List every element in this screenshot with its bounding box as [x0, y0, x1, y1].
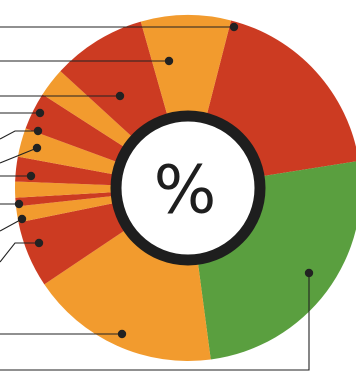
percent-symbol: % — [154, 152, 217, 229]
pie-slice-13 — [140, 15, 232, 189]
center-hole — [110, 110, 266, 266]
leader-dot-slice-12 — [34, 238, 44, 248]
leader-dot-slice-11 — [17, 214, 27, 224]
leader-dot-slice-8 — [32, 143, 42, 153]
leader-dot-slice-2 — [304, 268, 314, 278]
pie-slice-7 — [14, 181, 188, 198]
leader-lines — [0, 22, 314, 371]
leader-dot-slice-5 — [35, 108, 45, 118]
leader-dot-slice-6 — [33, 126, 43, 136]
leader-line-slice-8 — [0, 147, 38, 164]
leader-line-slice-6 — [0, 130, 38, 140]
leader-dot-slice-1 — [229, 22, 239, 32]
leader-line-slice-2 — [0, 273, 310, 371]
leader-dot-slice-4 — [115, 91, 125, 101]
leader-dot-slice-10 — [14, 199, 24, 209]
leader-dot-slice-3 — [164, 56, 174, 66]
leader-line-slice-12 — [0, 242, 39, 263]
leader-dot-slice-13 — [117, 329, 127, 339]
leader-dot-slice-9 — [26, 171, 36, 181]
